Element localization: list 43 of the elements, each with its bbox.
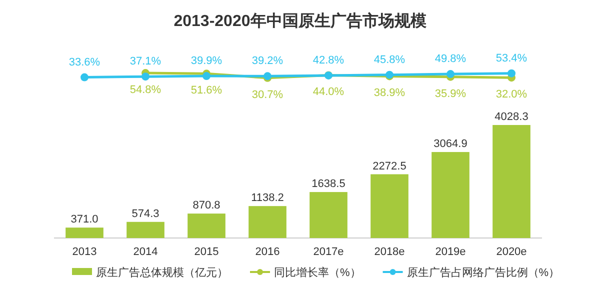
x-tick-label: 2018e bbox=[374, 246, 405, 258]
data-label: 1638.5 bbox=[312, 178, 346, 190]
data-label: 4028.3 bbox=[494, 111, 528, 123]
data-label: 53.4% bbox=[496, 52, 528, 64]
data-label: 371.0 bbox=[70, 214, 98, 226]
data-label: 45.8% bbox=[374, 54, 406, 66]
data-label: 33.6% bbox=[68, 56, 100, 68]
x-tick-label: 2020e bbox=[496, 246, 527, 258]
legend-label: 原生广告总体规模（亿元） bbox=[96, 266, 228, 279]
data-label: 1138.2 bbox=[251, 192, 284, 204]
data-label: 51.6% bbox=[190, 84, 222, 97]
x-tick-label: 2019e bbox=[435, 246, 466, 258]
bar bbox=[188, 214, 226, 238]
bar bbox=[248, 206, 286, 238]
x-tick-label: 2013 bbox=[72, 246, 97, 258]
x-tick-label: 2017e bbox=[313, 246, 344, 258]
x-tick-label: 2015 bbox=[194, 246, 219, 258]
data-label: 44.0% bbox=[312, 86, 344, 98]
x-tick-label: 2014 bbox=[133, 246, 158, 258]
data-label: 39.9% bbox=[190, 55, 222, 68]
data-label: 870.8 bbox=[192, 200, 220, 212]
legend-label: 同比增长率（%） bbox=[274, 266, 361, 279]
bar bbox=[492, 125, 530, 238]
data-label: 37.1% bbox=[130, 56, 162, 68]
data-label: 3064.9 bbox=[434, 138, 468, 150]
data-label: 49.8% bbox=[434, 53, 466, 66]
data-label: 42.8% bbox=[312, 54, 344, 66]
data-label: 35.9% bbox=[434, 88, 466, 100]
legend-label: 原生广告占网络广告比例（%） bbox=[406, 266, 560, 279]
bar bbox=[432, 152, 470, 238]
data-label: 2272.5 bbox=[372, 160, 406, 172]
chart-title: 2013-2020年中国原生广告市场规模 bbox=[174, 12, 426, 30]
data-label: 39.2% bbox=[252, 55, 284, 68]
data-label: 32.0% bbox=[496, 88, 528, 101]
data-label: 38.9% bbox=[374, 87, 406, 100]
bar bbox=[370, 174, 408, 238]
data-label: 54.8% bbox=[130, 84, 162, 96]
data-label: 574.3 bbox=[132, 208, 160, 220]
bar bbox=[310, 192, 348, 238]
bar bbox=[126, 222, 164, 238]
bar bbox=[66, 228, 104, 238]
x-tick-label: 2016 bbox=[255, 246, 280, 258]
data-label: 30.7% bbox=[252, 88, 284, 101]
